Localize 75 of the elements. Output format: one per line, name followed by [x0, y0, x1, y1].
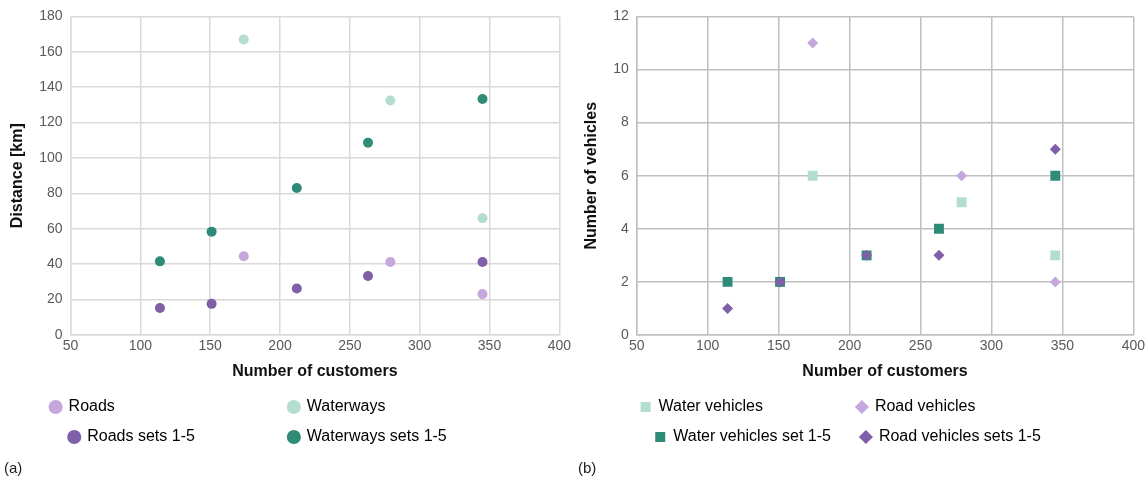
y-tick-label: 10 [613, 60, 629, 77]
y-tick-label: 140 [39, 78, 63, 95]
point [154, 302, 165, 313]
y-tick-label: 120 [39, 113, 63, 130]
legend-label: Waterways [306, 397, 514, 415]
point [206, 226, 217, 237]
point [807, 170, 818, 181]
legend-label: Road vehicles sets 1-5 [878, 427, 1057, 445]
x-tick-label: 400 [547, 337, 572, 354]
point [477, 213, 488, 224]
y-tick-label: 100 [39, 148, 63, 165]
point [477, 257, 488, 268]
y-tick-label: 4 [620, 219, 629, 236]
point [291, 182, 302, 193]
point [1049, 143, 1061, 155]
legend-label: Water vehicles [658, 397, 843, 415]
x-tick-label: 250 [908, 337, 933, 354]
legend-label: Waterways sets 1-5 [306, 427, 495, 445]
x-tick-label: 100 [696, 337, 720, 354]
y-axis-title: Distance [km] [8, 123, 26, 229]
point [363, 137, 374, 148]
point [206, 298, 217, 309]
y-tick-label: 0 [620, 325, 629, 342]
point [385, 257, 396, 268]
y-tick-label: 160 [39, 42, 63, 59]
x-tick-label: 100 [128, 337, 153, 354]
point [933, 249, 945, 261]
point [956, 170, 968, 182]
x-tick-label: 400 [1121, 337, 1146, 354]
x-tick-label: 150 [198, 337, 223, 354]
text: (b) [578, 459, 597, 476]
point [1050, 250, 1061, 261]
y-tick-label: 80 [46, 184, 63, 201]
point [477, 94, 488, 105]
x-axis-title: Number of customers [802, 361, 968, 379]
legend-label: Roads sets 1-5 [87, 427, 275, 445]
x-tick-label: 200 [268, 337, 292, 354]
point [238, 34, 249, 45]
y-tick-label: 20 [46, 290, 63, 307]
y-tick-label: 6 [620, 166, 629, 183]
point [238, 251, 249, 262]
point [385, 95, 396, 106]
x-tick-label: 150 [766, 337, 791, 354]
point [722, 302, 734, 314]
x-tick-label: 350 [477, 337, 502, 354]
legend-label: Water vehicles set 1-5 [673, 427, 847, 445]
point [807, 37, 819, 49]
y-tick-label: 180 [39, 7, 63, 24]
point [1049, 276, 1061, 288]
point [477, 289, 488, 300]
point [956, 197, 967, 208]
x-tick-label: 300 [979, 337, 1004, 354]
legend-label: Road vehicles [874, 397, 1072, 415]
legend-label: Roads [68, 397, 275, 415]
point [154, 256, 165, 267]
x-tick-label: 350 [1050, 337, 1075, 354]
x-tick-label: 250 [338, 337, 362, 354]
point [722, 276, 733, 287]
text: (a) [4, 459, 23, 476]
y-tick-label: 2 [620, 272, 629, 289]
y-tick-label: 40 [46, 255, 63, 272]
point [1050, 170, 1061, 181]
y-axis-title: Number of vehicles [582, 101, 600, 250]
point [934, 223, 944, 234]
y-tick-label: 60 [46, 219, 63, 236]
x-tick-label: 50 [62, 337, 79, 354]
y-tick-label: 0 [54, 325, 63, 342]
y-tick-label: 12 [613, 7, 629, 24]
x-tick-label: 50 [628, 337, 645, 354]
point [291, 283, 302, 294]
x-tick-label: 200 [837, 337, 862, 354]
x-tick-label: 300 [407, 337, 432, 354]
x-axis-title: Number of customers [232, 361, 398, 379]
y-tick-label: 8 [620, 113, 629, 130]
point [363, 271, 374, 282]
